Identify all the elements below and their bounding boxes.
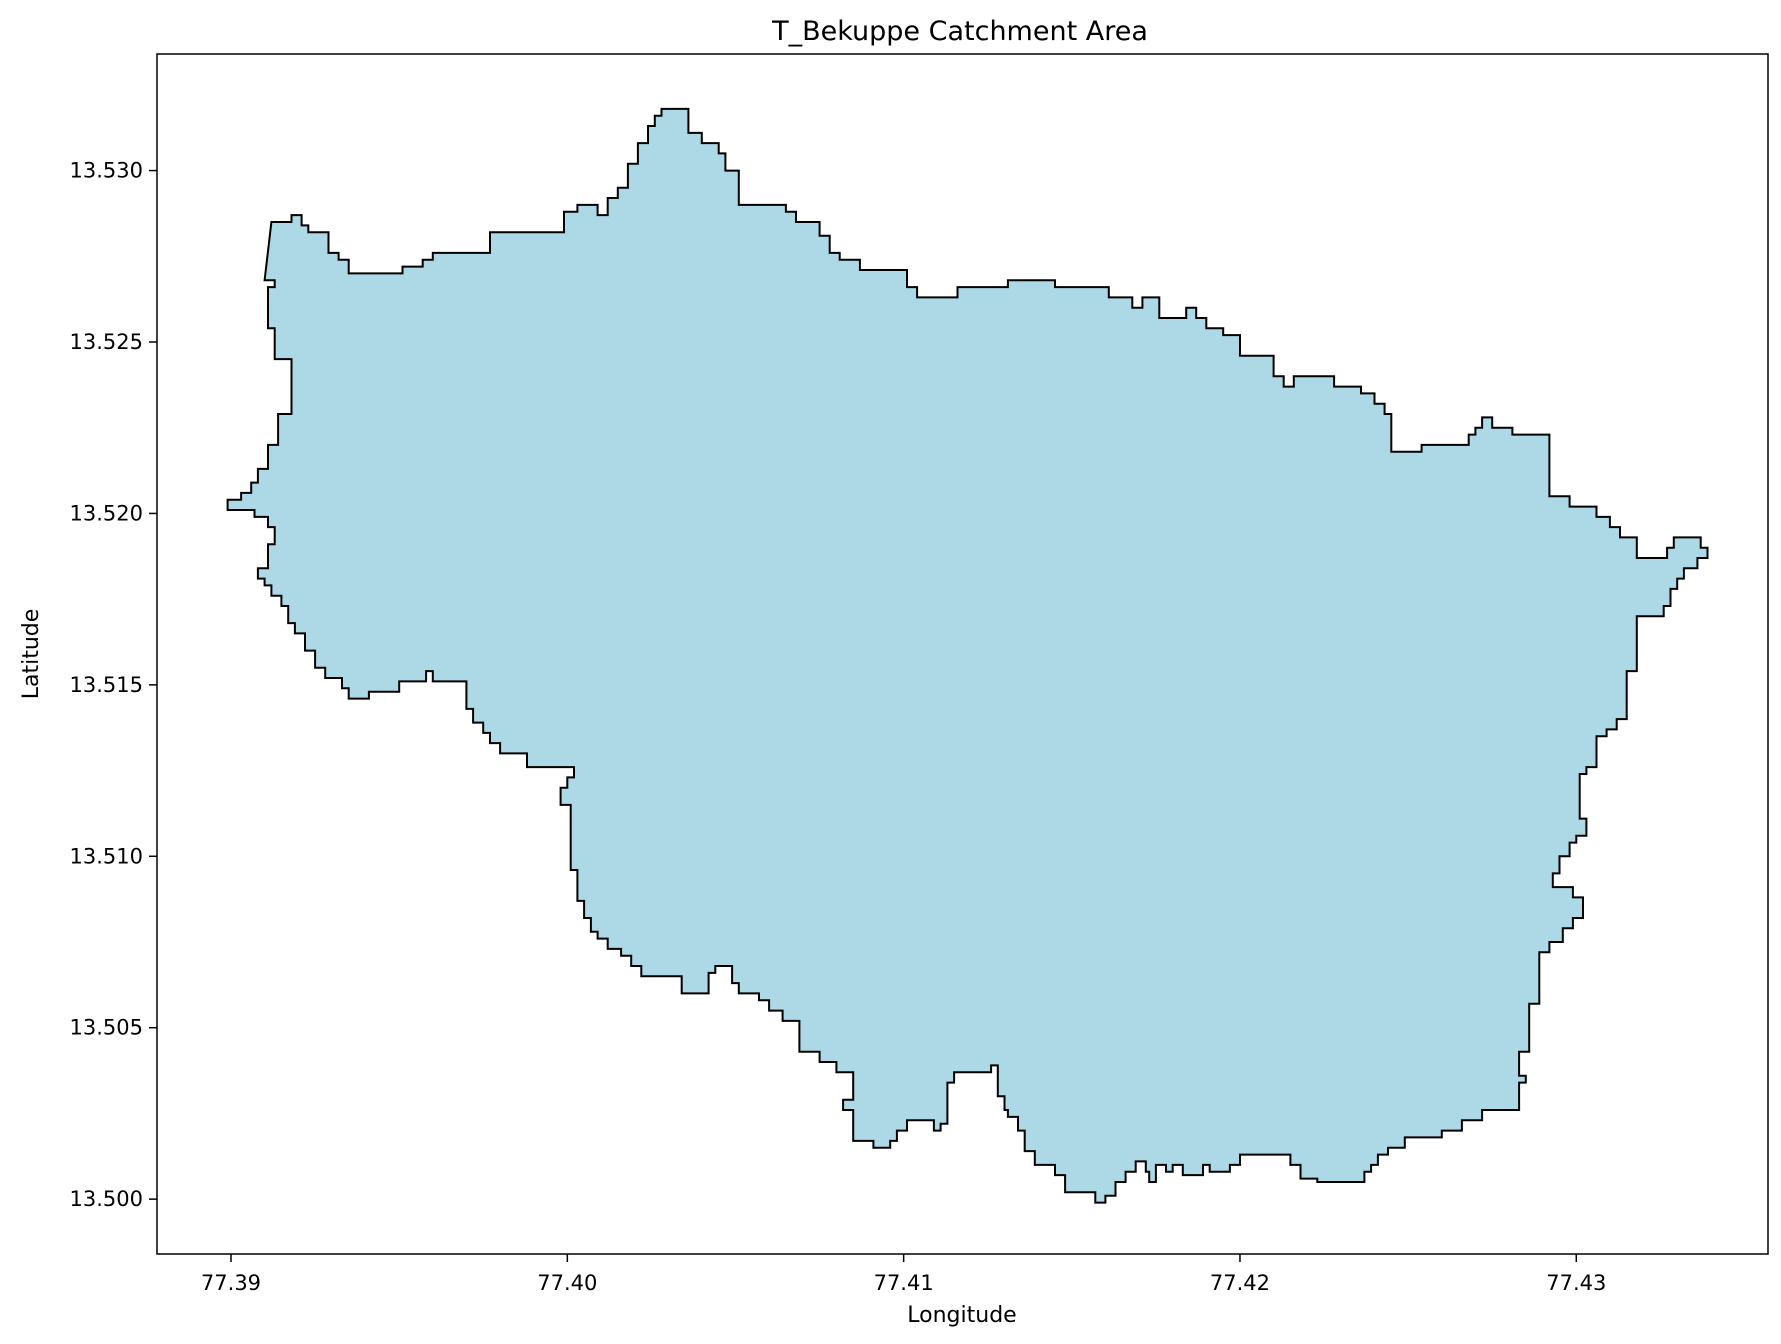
x-tick-label: 77.43 (1546, 1271, 1606, 1295)
x-tick-label: 77.40 (537, 1271, 597, 1295)
x-tick-label: 77.41 (874, 1271, 934, 1295)
catchment-polygon (226, 107, 1709, 1204)
y-axis-label: Latitude (19, 609, 44, 700)
y-tick-label: 13.525 (70, 330, 143, 354)
map-title: T_Bekuppe Catchment Area (771, 16, 1148, 47)
y-tick-label: 13.510 (70, 844, 143, 868)
axes-frame (156, 53, 1769, 1255)
x-tick-label: 77.42 (1210, 1271, 1270, 1295)
y-tick-label: 13.515 (70, 673, 143, 697)
y-axis: 13.500 13.505 13.510 13.515 13.520 13.525 13.5… (70, 159, 157, 1211)
y-tick-label: 13.505 (70, 1016, 143, 1040)
y-tick-label: 13.520 (70, 501, 143, 525)
y-tick-label: 13.500 (70, 1187, 143, 1211)
y-tick-label: 13.530 (70, 159, 143, 183)
x-axis-label: Longitude (907, 1303, 1016, 1328)
x-axis: 77.39 77.40 77.41 77.42 77.43 (201, 1254, 1606, 1295)
x-tick-label: 77.39 (201, 1271, 261, 1295)
